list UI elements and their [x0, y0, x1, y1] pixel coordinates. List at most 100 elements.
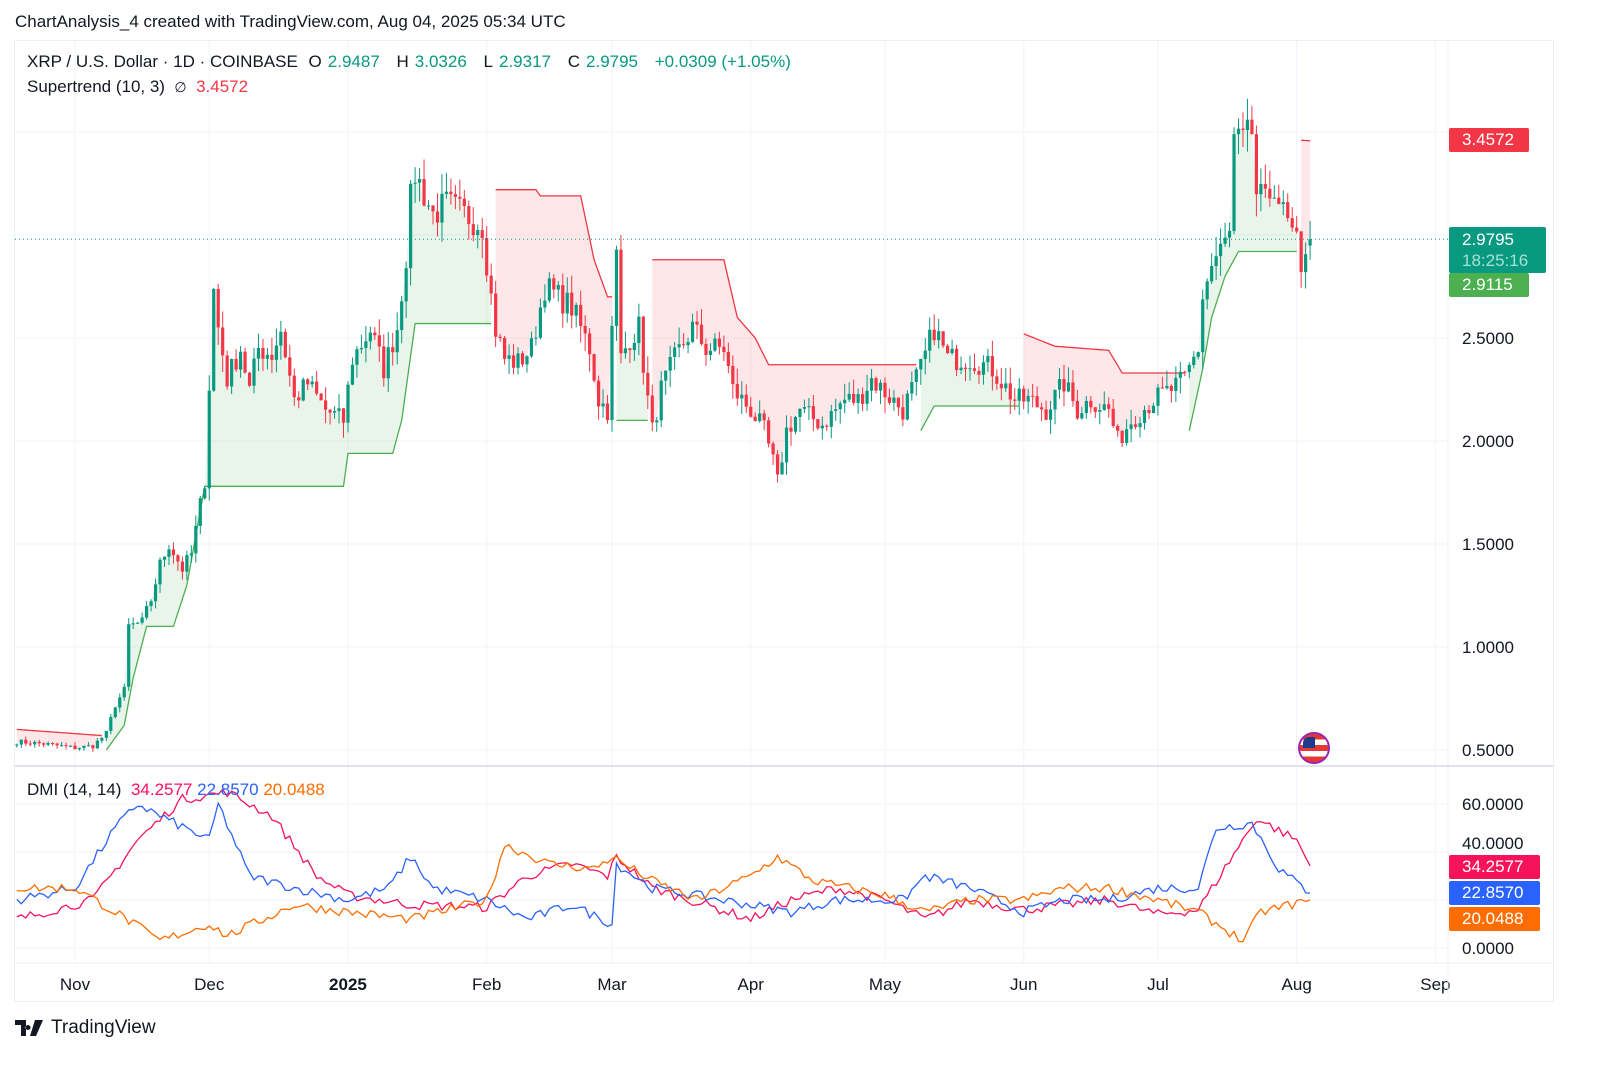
- candle-body: [1089, 400, 1093, 408]
- candle-body: [816, 419, 820, 429]
- candle: [793, 415, 798, 435]
- supertrend-legend[interactable]: Supertrend (10, 3) ∅ 3.4572: [27, 77, 248, 97]
- candle: [435, 193, 440, 237]
- candle-body: [829, 411, 833, 427]
- dmi-line-minus-di: [16, 843, 1311, 943]
- candle-body: [140, 617, 144, 623]
- candle-body: [122, 686, 126, 698]
- candle: [359, 334, 363, 354]
- candle: [1089, 395, 1093, 414]
- candle-body: [230, 359, 234, 387]
- candle: [1147, 405, 1151, 420]
- candle: [641, 315, 645, 385]
- candle-body: [382, 346, 386, 379]
- candle: [950, 339, 954, 356]
- candle-body: [1120, 430, 1124, 444]
- candle: [1142, 405, 1147, 430]
- candle: [1304, 242, 1308, 289]
- candle: [511, 344, 516, 375]
- candle-body: [650, 395, 654, 423]
- candle: [319, 392, 323, 401]
- candle-body: [932, 329, 936, 341]
- candle: [1241, 112, 1245, 148]
- candle: [758, 400, 762, 423]
- candle-body: [292, 375, 296, 398]
- candle: [1263, 164, 1267, 199]
- candle: [646, 356, 650, 410]
- supertrend-value: 3.4572: [196, 77, 249, 96]
- candle-body: [905, 393, 909, 420]
- candle-body: [1290, 218, 1294, 228]
- candle-body: [861, 394, 865, 404]
- candle-body: [1004, 383, 1008, 389]
- candle: [328, 409, 332, 425]
- candle-body: [494, 293, 498, 337]
- candle-body: [15, 744, 19, 746]
- candle-body: [1223, 237, 1227, 244]
- candle: [140, 612, 144, 625]
- candle: [364, 325, 368, 363]
- candle: [37, 739, 41, 747]
- candle: [547, 272, 551, 303]
- open-label: O: [308, 52, 322, 71]
- candle-body: [1075, 400, 1079, 419]
- candle: [212, 287, 216, 392]
- candle: [28, 740, 32, 747]
- time-axis-label: 2025: [329, 975, 367, 994]
- candle-body: [865, 390, 869, 404]
- candle: [1048, 400, 1053, 434]
- candle: [1084, 396, 1088, 419]
- candle-body: [753, 416, 757, 422]
- candle-body: [1093, 407, 1097, 412]
- candle: [843, 383, 847, 414]
- candle-body: [592, 354, 596, 381]
- time-axis-label: Jun: [1010, 975, 1037, 994]
- last-price-tag: 2.9795 18:25:16: [1449, 227, 1546, 273]
- candle: [1151, 402, 1156, 414]
- candle: [1223, 222, 1227, 247]
- candle: [673, 341, 677, 370]
- candle: [623, 331, 628, 359]
- candle-body: [887, 397, 892, 403]
- candle: [802, 399, 807, 414]
- candle-body: [1013, 399, 1017, 401]
- candle: [910, 371, 914, 401]
- candle: [341, 408, 346, 438]
- us-flag-events-icon[interactable]: [1298, 732, 1330, 764]
- candle: [1080, 406, 1084, 420]
- candle: [221, 311, 225, 373]
- candle: [194, 515, 198, 563]
- candle: [1111, 398, 1115, 428]
- candle: [292, 368, 296, 406]
- price-axis-label: 0.5000: [1462, 741, 1514, 760]
- candle-body: [775, 454, 780, 475]
- candle: [552, 274, 556, 299]
- candle-body: [941, 331, 945, 346]
- candle-body: [892, 397, 896, 403]
- candle-body: [1201, 299, 1205, 353]
- time-axis-label: May: [869, 975, 902, 994]
- candle-body: [301, 379, 305, 401]
- dmi-legend[interactable]: DMI (14, 14) 34.2577 22.8570 20.0488: [27, 780, 325, 800]
- candle: [717, 331, 721, 355]
- candle: [744, 384, 748, 413]
- candle: [668, 345, 672, 388]
- candle: [789, 416, 793, 446]
- candle: [838, 400, 842, 424]
- candle: [216, 283, 220, 345]
- candle-body: [538, 307, 542, 338]
- candle-body: [825, 425, 829, 427]
- candle-body: [623, 348, 628, 354]
- candle: [529, 331, 534, 358]
- candle: [614, 245, 619, 341]
- candle: [404, 261, 408, 319]
- candle-body: [686, 341, 690, 346]
- candle: [400, 295, 404, 344]
- candle: [1071, 370, 1075, 407]
- candle: [596, 375, 601, 420]
- candle-body: [1192, 356, 1196, 365]
- symbol-name[interactable]: XRP / U.S. Dollar · 1D · COINBASE: [27, 52, 298, 71]
- candle: [1053, 389, 1057, 425]
- candle: [377, 319, 381, 362]
